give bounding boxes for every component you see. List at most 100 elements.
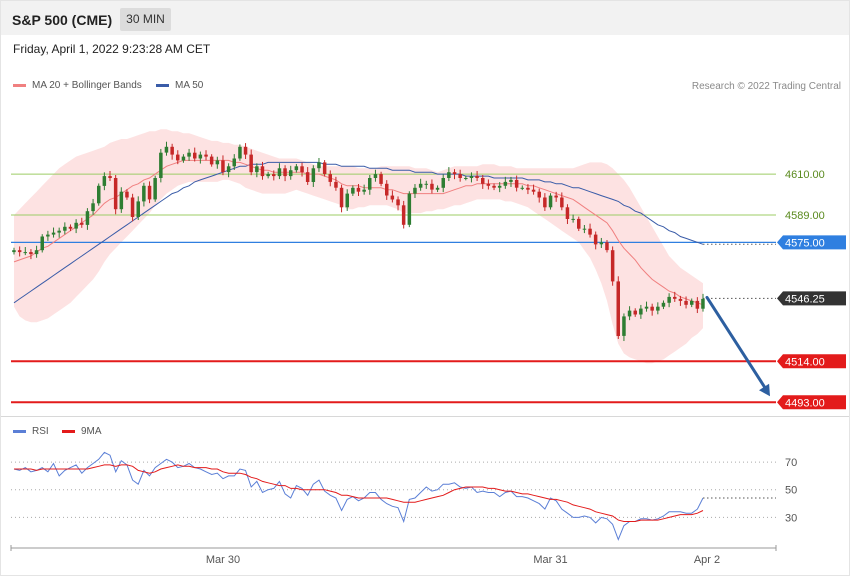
candle-body [97, 185, 101, 204]
candle [181, 154, 186, 163]
panel-separator [1, 416, 849, 417]
candle [379, 171, 383, 187]
candle-body [543, 197, 547, 208]
candle-body [373, 174, 378, 178]
candle [277, 163, 282, 180]
candle [413, 184, 417, 198]
candle [362, 184, 366, 195]
candle [34, 245, 39, 258]
candle [147, 181, 152, 204]
candle-body [91, 203, 95, 212]
candle [599, 237, 604, 249]
candle [577, 216, 581, 232]
candle-body [142, 185, 146, 202]
candle [514, 175, 519, 192]
candle-body [153, 178, 157, 200]
candle-body [159, 152, 163, 178]
candle-body [46, 234, 50, 237]
candle [142, 182, 146, 207]
candle-body [435, 187, 440, 190]
candle [627, 306, 632, 321]
candle [554, 191, 558, 202]
candle [108, 170, 112, 182]
level-tag-bg [777, 354, 846, 369]
candle [509, 176, 513, 187]
research-credit: Research © 2022 Trading Central [691, 81, 841, 92]
timestamp: Friday, April 1, 2022 9:23:28 AM CET [13, 42, 211, 56]
candle-body [565, 207, 570, 219]
candle-body [266, 174, 270, 177]
candle [119, 187, 124, 213]
candle-body [80, 222, 84, 225]
candle-body [554, 195, 558, 198]
candle-body [464, 178, 468, 179]
candle [593, 231, 598, 250]
candle-body [311, 168, 316, 182]
candle-body [385, 183, 389, 196]
candle [243, 143, 248, 159]
instrument-title: S&P 500 (CME) [12, 12, 113, 28]
rsi-9ma-line [14, 464, 704, 522]
bollinger-bands [14, 129, 703, 364]
candle-body [334, 181, 338, 188]
time-tick-label: Mar 30 [206, 554, 240, 566]
candle-body [68, 226, 73, 229]
candle-body [362, 189, 366, 192]
candle [418, 178, 423, 191]
candle [209, 154, 214, 167]
candle-body [452, 172, 457, 175]
candle [435, 185, 440, 193]
level-tag-4514.00: 4514.00 [777, 354, 846, 369]
candle-body [221, 160, 225, 173]
candle [531, 184, 536, 195]
candle-body [40, 236, 44, 251]
candle [351, 185, 355, 196]
candle-body [215, 160, 220, 165]
legend-swatch-ma50 [156, 83, 169, 87]
forecast-arrow-shaft [705, 295, 768, 391]
legend-swatch-ma20 [13, 83, 26, 87]
candle-body [260, 166, 265, 177]
candle-body [130, 197, 135, 217]
legend-label-rsi: RSI [32, 426, 49, 437]
candle [673, 291, 677, 302]
rsi-grid: 70 50 30 [11, 457, 797, 524]
candle-body [599, 242, 604, 245]
candle [29, 249, 33, 260]
rsi-tick-label: 30 [785, 512, 797, 524]
candle [486, 179, 491, 190]
candle-body [23, 252, 27, 254]
level-tag-bg [777, 291, 846, 306]
candle-body [34, 250, 39, 255]
candle-body [695, 300, 700, 309]
candle [232, 154, 236, 171]
candle [17, 246, 22, 257]
candle [317, 158, 321, 172]
candle-body [418, 183, 423, 188]
candle [328, 170, 332, 187]
candle [85, 208, 90, 230]
candle [571, 214, 575, 223]
candle-body [17, 250, 22, 253]
candle-body [255, 166, 259, 173]
candle-body [627, 310, 632, 317]
candle-body [492, 185, 496, 188]
candle-body [283, 168, 287, 177]
candle [46, 230, 50, 241]
candle [322, 160, 327, 177]
candle [690, 298, 694, 308]
candle [68, 224, 73, 232]
candle-body [497, 185, 502, 188]
candle [305, 167, 310, 185]
rsi-lines [13, 451, 776, 541]
timeframe-badge[interactable]: 30 MIN [120, 8, 171, 31]
candle-body [690, 300, 694, 305]
candle [266, 171, 270, 179]
legend-swatch-rsi [13, 429, 26, 433]
candle [170, 143, 174, 160]
candle-body [232, 158, 236, 167]
candle [458, 169, 462, 182]
candle [368, 174, 372, 195]
candle [130, 193, 135, 222]
